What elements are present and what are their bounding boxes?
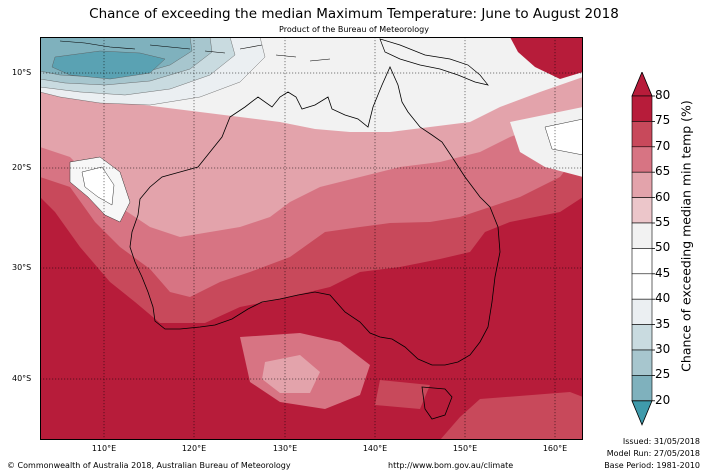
colorbar-tick-65: 65 <box>655 164 671 178</box>
lon-label-120e: 120°E <box>181 444 207 453</box>
colorbar-tick-20: 20 <box>655 393 671 407</box>
colorbar-bottom-arrow <box>631 400 653 426</box>
issued-date: Issued: 31/05/2018 <box>622 437 700 446</box>
colorbar-top-arrow <box>631 72 653 97</box>
lat-label-30s: 30°S <box>12 263 32 272</box>
colorbar-tick-70: 70 <box>655 139 671 153</box>
colorbar-title: Chance of exceeding median min temp (%) <box>678 100 694 372</box>
tasmania <box>421 386 453 420</box>
map-subtitle: Product of the Bureau of Meteorology <box>279 25 429 34</box>
colorbar-tick-45: 45 <box>655 266 671 280</box>
lon-label-160e: 160°E <box>542 444 568 453</box>
lon-label-150e: 150°E <box>452 444 478 453</box>
band-20-25 <box>51 50 166 80</box>
colorbar <box>631 72 655 426</box>
colorbar-segment-50-45 <box>631 248 653 275</box>
colorbar-segment-75-70 <box>631 121 653 148</box>
lat-label-20s: 20°S <box>12 163 32 172</box>
australia-coastline <box>129 66 501 366</box>
colorbar-tick-40: 40 <box>655 291 671 305</box>
colorbar-segment-30-25 <box>631 349 653 376</box>
band-50-55-east <box>544 118 583 156</box>
colorbar-segment-60-55 <box>631 197 653 224</box>
lat-label-40s: 40°S <box>12 374 32 383</box>
colorbar-segment-25-20 <box>631 375 653 402</box>
gridlines <box>40 37 583 440</box>
colorbar-segment-70-65 <box>631 146 653 173</box>
colorbar-tick-50: 50 <box>655 240 671 254</box>
colorbar-segment-40-35 <box>631 298 653 325</box>
lon-label-140e: 140°E <box>362 444 388 453</box>
colorbar-tick-55: 55 <box>655 215 671 229</box>
indonesia-islands <box>59 40 331 62</box>
colorbar-tick-60: 60 <box>655 190 671 204</box>
png-coastline <box>379 38 489 86</box>
colorbar-tick-80: 80 <box>655 88 671 102</box>
copyright-text: © Commonwealth of Australia 2018, Austra… <box>7 461 291 470</box>
lon-label-110e: 110°E <box>91 444 117 453</box>
map-title: Chance of exceeding the median Maximum T… <box>89 6 619 22</box>
lat-label-10s: 10°S <box>12 68 32 77</box>
colorbar-segment-35-30 <box>631 324 653 351</box>
band-45-50-west <box>81 166 115 206</box>
colorbar-tick-35: 35 <box>655 317 671 331</box>
model-run-date: Model Run: 27/05/2018 <box>606 449 700 458</box>
band-70-75-south-island <box>375 380 430 409</box>
colorbar-segment-65-60 <box>631 171 653 198</box>
colorbar-tick-30: 30 <box>655 342 671 356</box>
band-75-80-ne <box>510 37 583 79</box>
colorbar-segment-45-40 <box>631 273 653 300</box>
lon-label-130e: 130°E <box>272 444 298 453</box>
band-70-75-tasman <box>440 392 583 440</box>
probability-map <box>40 37 583 440</box>
colorbar-segment-55-50 <box>631 222 653 249</box>
bom-url[interactable]: http://www.bom.gov.au/climate <box>388 461 514 470</box>
colorbar-tick-25: 25 <box>655 367 671 381</box>
colorbar-segment-80-75 <box>631 95 653 122</box>
band-60-65-south-patch <box>262 355 320 393</box>
colorbar-tick-75: 75 <box>655 113 671 127</box>
base-period: Base Period: 1981-2010 <box>604 461 700 470</box>
